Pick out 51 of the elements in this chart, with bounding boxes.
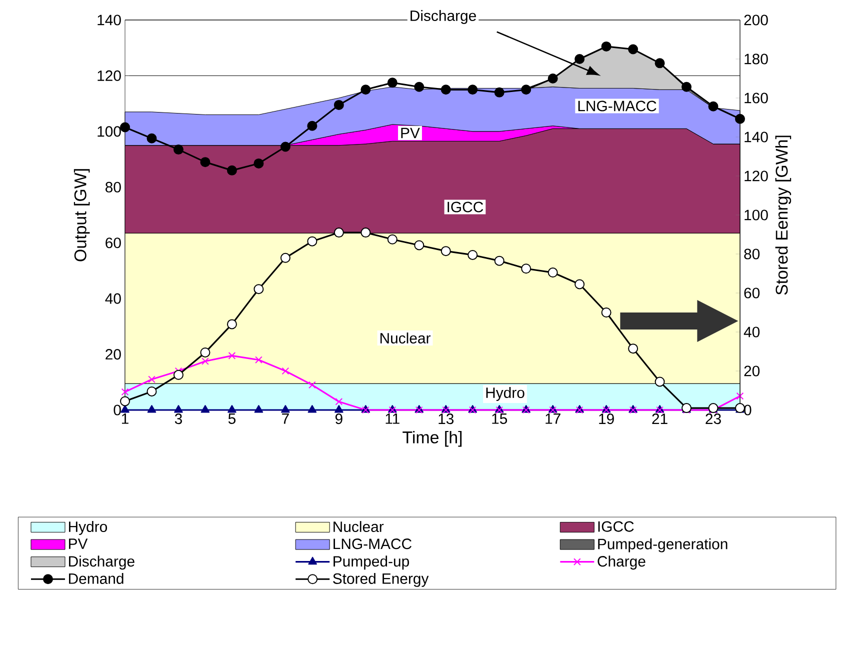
y2-tick-label: 100 (744, 210, 768, 220)
y2-tick-label: 120 (744, 170, 768, 182)
legend-label: PV (69, 538, 88, 549)
legend-label: Nuclear (334, 521, 384, 532)
legend-label: LNG-MACC (334, 538, 412, 550)
y-tick-label: 80 (106, 182, 121, 192)
y-tick-label: 140 (98, 14, 121, 26)
x-tick-label: 13 (438, 414, 454, 424)
annotation: Hydro (486, 387, 524, 401)
annotation: Nuclear (380, 332, 430, 344)
y2-tick-label: 140 (744, 132, 768, 142)
annotation: PV (401, 128, 420, 138)
y2-tick-label: 180 (744, 54, 768, 64)
y-tick-label: 0 (114, 404, 121, 416)
y2-tick-label: 80 (744, 248, 760, 260)
legend-label: Hydro (69, 521, 108, 535)
legend-label: Demand (69, 572, 124, 584)
x-tick-label: 3 (174, 414, 182, 424)
y2-tick-label: 20 (744, 366, 760, 376)
x-tick-label: 19 (599, 414, 614, 424)
annotation: Discharge (410, 10, 476, 24)
annotation: LNG-MACC (578, 100, 656, 112)
x-axis-title: Time [h] (402, 430, 462, 447)
y2-tick-label: 160 (744, 92, 768, 104)
legend-label: Pumped-generation (598, 538, 728, 552)
y-tick-label: 20 (106, 348, 121, 360)
x-tick-label: 7 (282, 414, 289, 424)
x-tick-label: 1 (122, 414, 128, 424)
legend-label: IGCC (598, 521, 634, 532)
legend-label: Charge (598, 556, 646, 570)
annotation: IGCC (448, 202, 484, 212)
x-tick-label: 9 (335, 414, 342, 424)
y-tick-label: 60 (106, 238, 121, 248)
y2-tick-label: 40 (744, 326, 760, 338)
y2-tick-label: 0 (744, 404, 752, 416)
y-axis-title: Output [GW] (74, 169, 90, 262)
y-tick-label: 100 (98, 126, 121, 137)
legend-label: Pumped-up (334, 556, 409, 570)
y2-tick-label: 60 (744, 288, 760, 298)
x-tick-label: 17 (546, 414, 560, 424)
x-tick-label: 23 (706, 414, 721, 424)
x-tick-label: 21 (652, 414, 668, 424)
x-tick-label: 11 (386, 414, 400, 424)
y2-axis-title: Stored Eenrgy [GWh] (775, 136, 792, 295)
y-tick-label: 40 (105, 293, 121, 304)
x-tick-label: 15 (492, 414, 508, 424)
y2-tick-label: 200 (744, 14, 768, 26)
legend-label: Stored Energy (333, 572, 429, 587)
x-tick-label: 5 (228, 414, 236, 424)
legend-label: Discharge (69, 556, 134, 570)
y-tick-label: 120 (98, 70, 121, 81)
